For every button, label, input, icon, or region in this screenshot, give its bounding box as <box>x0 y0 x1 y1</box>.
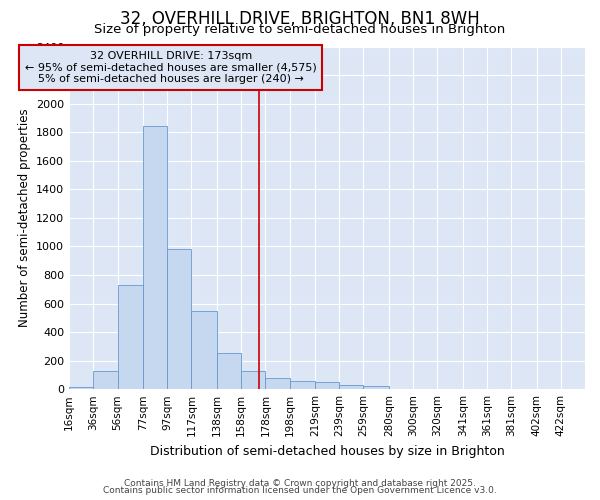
Text: Contains HM Land Registry data © Crown copyright and database right 2025.: Contains HM Land Registry data © Crown c… <box>124 478 476 488</box>
Text: Size of property relative to semi-detached houses in Brighton: Size of property relative to semi-detach… <box>94 22 506 36</box>
Bar <box>94 370 118 389</box>
Bar <box>217 354 241 389</box>
Bar <box>315 382 339 389</box>
Text: 32 OVERHILL DRIVE: 173sqm
← 95% of semi-detached houses are smaller (4,575)
5% o: 32 OVERHILL DRIVE: 173sqm ← 95% of semi-… <box>25 51 317 84</box>
Y-axis label: Number of semi-detached properties: Number of semi-detached properties <box>17 108 31 327</box>
Bar <box>265 378 290 389</box>
Bar <box>339 385 364 389</box>
Bar <box>364 386 389 389</box>
Bar <box>143 126 167 389</box>
Bar <box>167 250 191 389</box>
Text: Contains public sector information licensed under the Open Government Licence v3: Contains public sector information licen… <box>103 486 497 495</box>
Bar <box>69 387 94 389</box>
Text: 32, OVERHILL DRIVE, BRIGHTON, BN1 8WH: 32, OVERHILL DRIVE, BRIGHTON, BN1 8WH <box>120 10 480 28</box>
X-axis label: Distribution of semi-detached houses by size in Brighton: Distribution of semi-detached houses by … <box>150 444 505 458</box>
Bar <box>118 285 143 389</box>
Bar <box>241 370 265 389</box>
Bar <box>290 380 315 389</box>
Bar <box>191 310 217 389</box>
